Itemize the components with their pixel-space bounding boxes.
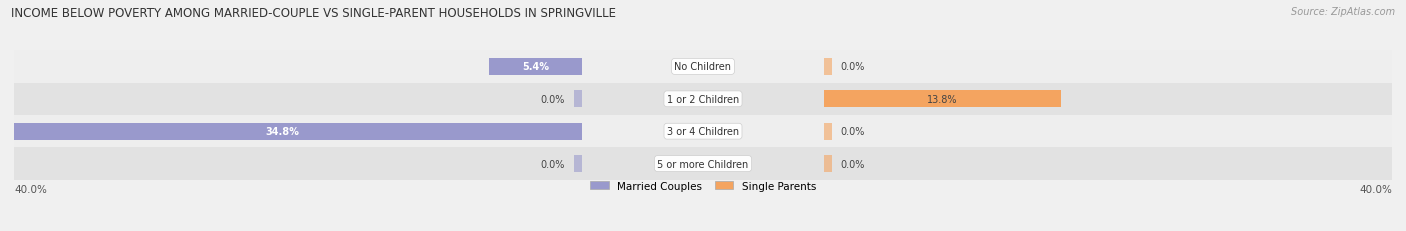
Legend: Married Couples, Single Parents: Married Couples, Single Parents	[591, 181, 815, 191]
Text: 40.0%: 40.0%	[1360, 184, 1392, 194]
Bar	[824, 91, 1062, 108]
Bar	[14, 148, 1392, 180]
Bar	[0, 123, 582, 140]
Text: 0.0%: 0.0%	[841, 62, 865, 72]
Text: 1 or 2 Children: 1 or 2 Children	[666, 94, 740, 104]
Text: No Children: No Children	[675, 62, 731, 72]
Text: 13.8%: 13.8%	[927, 94, 957, 104]
Bar	[14, 51, 1392, 83]
Text: 40.0%: 40.0%	[14, 184, 46, 194]
Bar	[574, 155, 582, 172]
Bar	[824, 155, 832, 172]
Bar	[824, 59, 832, 76]
Text: 5.4%: 5.4%	[523, 62, 550, 72]
Text: 5 or more Children: 5 or more Children	[658, 159, 748, 169]
Text: 0.0%: 0.0%	[841, 127, 865, 137]
Bar	[489, 59, 582, 76]
Text: INCOME BELOW POVERTY AMONG MARRIED-COUPLE VS SINGLE-PARENT HOUSEHOLDS IN SPRINGV: INCOME BELOW POVERTY AMONG MARRIED-COUPL…	[11, 7, 616, 20]
Text: 3 or 4 Children: 3 or 4 Children	[666, 127, 740, 137]
Text: 34.8%: 34.8%	[266, 127, 299, 137]
Text: 0.0%: 0.0%	[541, 94, 565, 104]
Bar	[824, 123, 832, 140]
Text: Source: ZipAtlas.com: Source: ZipAtlas.com	[1291, 7, 1395, 17]
Text: 0.0%: 0.0%	[841, 159, 865, 169]
Bar	[14, 116, 1392, 148]
Bar	[574, 91, 582, 108]
Text: 0.0%: 0.0%	[541, 159, 565, 169]
Bar	[14, 83, 1392, 116]
